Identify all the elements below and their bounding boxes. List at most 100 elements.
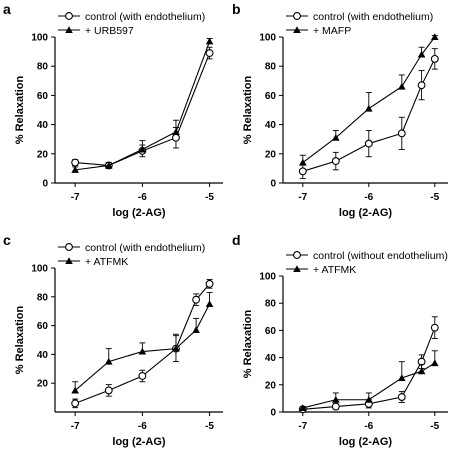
y-axis-label: % Relaxation (14, 305, 26, 374)
legend-label: + MAFP (313, 25, 351, 37)
data-point-triangle (172, 128, 180, 135)
panel-letter: d (232, 232, 241, 248)
data-point-circle (71, 158, 80, 167)
data-point-circle (331, 157, 340, 166)
legend-label: + URB597 (85, 25, 134, 37)
x-tick-label: -7 (71, 192, 80, 203)
data-point-triangle (192, 326, 200, 333)
y-tick-label: 40 (265, 120, 277, 131)
y-tick-label: 20 (265, 380, 277, 391)
series-line (302, 36, 436, 163)
data-point-circle (364, 139, 373, 148)
data-point-triangle (299, 158, 307, 166)
data-point-circle (104, 386, 113, 395)
data-point-triangle (71, 166, 79, 173)
y-tick-label: 40 (37, 120, 49, 131)
x-tick-label: -5 (205, 421, 214, 432)
y-tick-label: 40 (37, 350, 49, 361)
series-line (302, 58, 436, 172)
x-tick-label: -7 (298, 421, 307, 432)
data-point-triangle (172, 344, 180, 352)
x-tick-label: -5 (430, 421, 439, 432)
panel-a: a 0 20 40 60 80 100 -7 -6 -5 log (2-AG) % Relaxati… (3, 1, 223, 219)
panel-c: c 20 40 60 80 100 -7 -6 -5 log (2-AG) % Relaxatio… (3, 232, 223, 448)
legend-label: control (with endothelium) (85, 11, 205, 23)
data-point-triangle (138, 145, 147, 153)
data-point-triangle (104, 161, 113, 169)
y-tick-label: 20 (37, 379, 49, 390)
legend-label: control (with endothelium) (85, 242, 205, 254)
data-point-triangle (398, 374, 406, 382)
data-point-circle (172, 133, 180, 142)
data-point-circle (430, 54, 439, 63)
y-tick-label: 100 (31, 264, 48, 275)
legend-marker-triangle (65, 257, 73, 265)
data-point-triangle (417, 50, 426, 58)
data-point-circle (205, 49, 214, 58)
x-tick-label: -5 (430, 192, 439, 203)
y-tick-label: 20 (265, 149, 277, 160)
data-point-triangle (365, 395, 373, 403)
x-axis-label: log (2-AG) (112, 436, 165, 448)
legend-marker-triangle (293, 26, 301, 34)
data-point-circle (205, 279, 214, 288)
x-axis-label: log (2-AG) (339, 207, 392, 219)
y-axis-label: % Relaxation (242, 75, 254, 144)
y-tick-label: 20 (37, 149, 49, 160)
y-tick-label: 0 (270, 408, 276, 419)
y-tick-label: 60 (265, 326, 277, 337)
y-tick-label: 80 (265, 62, 277, 73)
x-axis-label: log (2-AG) (339, 436, 392, 448)
x-tick-label: -7 (298, 192, 307, 203)
data-point-circle (192, 295, 201, 304)
y-tick-label: 40 (265, 353, 277, 364)
legend-label: control (with endothelium) (313, 11, 433, 23)
data-point-circle (331, 402, 340, 411)
data-point-circle (298, 167, 307, 176)
y-tick-label: 0 (270, 179, 276, 190)
series-line (74, 303, 211, 391)
data-point-triangle (71, 386, 79, 394)
y-tick-label: 100 (31, 33, 48, 44)
data-point-triangle (332, 395, 340, 403)
legend-marker-triangle (65, 26, 73, 34)
y-tick-label: 60 (37, 91, 49, 102)
data-point-circle (397, 129, 406, 138)
x-tick-label: -6 (364, 421, 373, 432)
y-tick-label: 80 (37, 292, 49, 303)
y-tick-label: 80 (37, 62, 49, 73)
x-tick-label: -6 (138, 421, 147, 432)
panel-letter: c (3, 232, 11, 248)
y-tick-label: 60 (37, 321, 49, 332)
legend-marker-triangle (293, 265, 301, 273)
data-point-triangle (398, 82, 406, 90)
legend-marker-circle (65, 243, 73, 251)
data-point-triangle (417, 367, 426, 375)
panel-b: b 0 20 40 60 80 100 -7 -6 -5 log (2-AG) % Relaxati… (232, 1, 448, 219)
data-point-circle (417, 81, 426, 90)
x-tick-label: -5 (205, 192, 214, 203)
data-point-triangle (205, 300, 214, 308)
y-tick-label: 100 (259, 33, 276, 44)
legend-label: + ATFMK (313, 264, 356, 276)
panel-d: d 0 20 40 60 80 100 -7 -6 -5 log (2-AG) % Relaxati… (232, 232, 448, 448)
data-point-circle (430, 323, 439, 332)
series-line (302, 327, 436, 410)
data-point-triangle (299, 404, 307, 411)
legend-marker-circle (65, 12, 73, 20)
data-point-triangle (431, 359, 439, 367)
legend-label: + ATFMK (85, 256, 128, 268)
legend-marker-circle (293, 251, 301, 259)
series-line (302, 362, 436, 409)
legend-label: control (without endothelium) (313, 250, 448, 262)
y-tick-label: 80 (265, 299, 277, 310)
legend-marker-circle (293, 12, 301, 20)
y-axis-label: % Relaxation (14, 75, 26, 144)
x-tick-label: -6 (364, 192, 373, 203)
data-point-circle (397, 393, 406, 401)
y-tick-label: 0 (42, 179, 48, 190)
data-point-circle (71, 399, 80, 408)
data-point-triangle (104, 357, 113, 365)
data-point-triangle (332, 133, 340, 141)
